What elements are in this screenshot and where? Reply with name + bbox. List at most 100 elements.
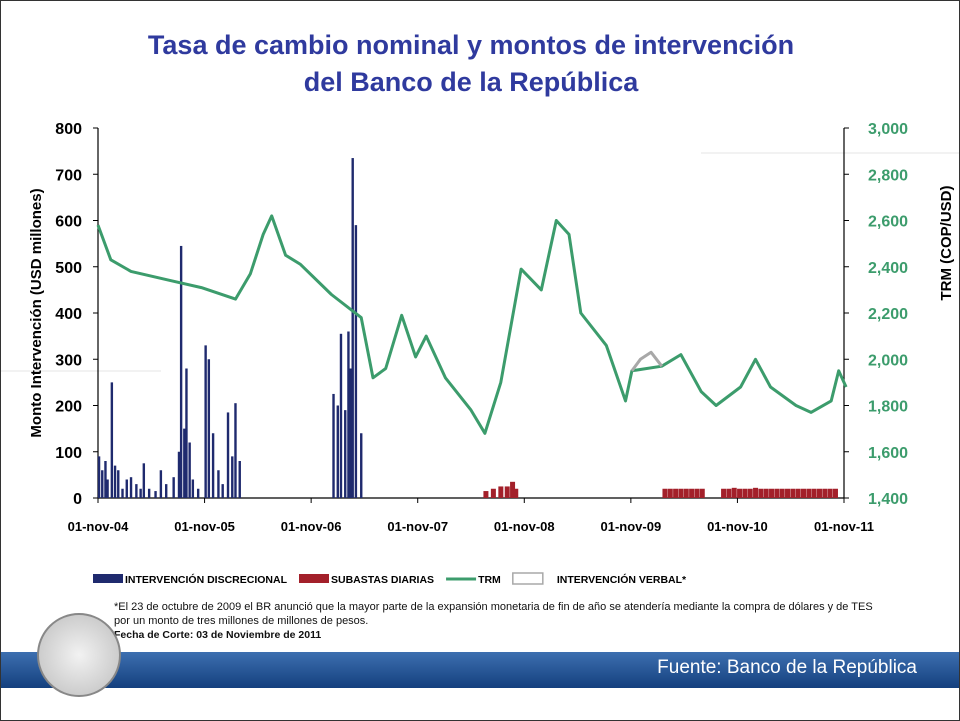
y2-tick-label: 2,400 — [868, 260, 908, 277]
bar — [147, 488, 151, 498]
source: Fuente: Banco de la República — [657, 657, 917, 678]
footnote: *El 23 de octubre de 2009 el BR anunció … — [114, 601, 873, 627]
logo — [37, 613, 121, 697]
bar — [97, 456, 101, 498]
bar — [336, 405, 339, 498]
bar — [142, 463, 146, 498]
legend-swatch — [93, 574, 123, 583]
chart: 0 100 200 300 400 500 600 700 800 1,400 1,600 1,800… — [1, 121, 959, 586]
bar — [822, 488, 828, 498]
bar — [106, 479, 109, 498]
y-tick-label: 700 — [55, 167, 82, 184]
bar — [104, 461, 107, 498]
legend-swatch — [299, 574, 329, 583]
y-tick-label: 200 — [55, 399, 82, 416]
bar — [159, 470, 163, 498]
bar — [689, 488, 695, 498]
x-tick-label: 01-nov-09 — [601, 519, 662, 534]
y-tick-label: 300 — [55, 352, 82, 369]
bar — [238, 461, 241, 498]
cutoff-date: Fecha de Corte: 03 de Noviembre de 2011 — [114, 629, 322, 641]
bar — [726, 488, 732, 498]
bar — [510, 481, 516, 498]
x-tick-label: 01-nov-04 — [68, 519, 129, 534]
bar — [349, 368, 352, 498]
bar — [790, 488, 796, 498]
bar — [779, 488, 785, 498]
y2-axis-label: TRM (COP/USD) — [938, 186, 955, 301]
y2-tick-label: 1,800 — [868, 399, 908, 416]
bar — [360, 433, 363, 498]
bar — [351, 158, 354, 498]
x-tick-label: 01-nov-11 — [814, 519, 874, 534]
line — [96, 214, 848, 435]
bar — [483, 491, 489, 498]
bar — [801, 488, 807, 498]
legend-label: INTERVENCIÓN DISCRECIONAL — [125, 573, 288, 586]
bar — [217, 470, 220, 498]
bar — [196, 488, 200, 498]
y-tick-label: 800 — [55, 121, 82, 138]
y2-tick-label: 2,000 — [868, 352, 908, 369]
footer-band — [1, 652, 959, 688]
y2-tick-label: 2,200 — [868, 306, 908, 323]
bar — [117, 470, 120, 498]
bar — [188, 442, 191, 498]
bar — [785, 488, 791, 498]
legend-label: TRM — [478, 574, 501, 586]
bar — [204, 345, 207, 498]
bar — [504, 486, 510, 498]
x-tick-label: 01-nov-06 — [281, 519, 342, 534]
bar — [101, 470, 104, 498]
x-tick-label: 01-nov-07 — [387, 519, 448, 534]
bar — [183, 428, 186, 498]
bar — [165, 484, 168, 498]
bar — [129, 477, 133, 498]
bar — [347, 331, 350, 498]
legend-label: SUBASTAS DIARIAS — [331, 574, 434, 586]
bar — [177, 451, 181, 498]
bar — [742, 488, 748, 498]
x-tick-label: 01-nov-08 — [494, 519, 555, 534]
bar — [763, 488, 769, 498]
bar — [683, 488, 689, 498]
bar — [113, 465, 117, 498]
bar — [139, 488, 142, 498]
bar — [121, 488, 124, 498]
bar — [678, 488, 684, 498]
bar — [513, 488, 519, 498]
x-tick-label: 01-nov-05 — [174, 519, 235, 534]
y2-tick-label: 2,600 — [868, 214, 908, 231]
y2-tick-label: 1,600 — [868, 445, 908, 462]
bar — [354, 225, 358, 498]
bar — [694, 488, 700, 498]
bar — [774, 488, 780, 498]
y-tick-label: 400 — [55, 306, 82, 323]
bar — [172, 477, 175, 498]
bar — [234, 403, 237, 498]
legend-label: INTERVENCIÓN VERBAL* — [557, 573, 687, 586]
y-tick-label: 600 — [55, 214, 82, 231]
bar — [498, 486, 504, 498]
bar — [179, 245, 183, 498]
bar — [662, 488, 668, 498]
y-axis-label: Monto Intervención (USD millones) — [28, 188, 45, 437]
bar — [221, 484, 224, 498]
bar — [226, 412, 230, 498]
bar — [231, 456, 234, 498]
y-tick-label: 0 — [73, 491, 82, 508]
bar — [673, 488, 679, 498]
legend-swatch — [512, 572, 544, 585]
bar — [731, 487, 737, 498]
bar — [737, 488, 743, 498]
bar — [811, 488, 817, 498]
y2-tick-label: 3,000 — [868, 121, 908, 138]
bar — [699, 488, 705, 498]
y2-tick-label: 2,800 — [868, 167, 908, 184]
bar — [769, 488, 775, 498]
line — [630, 350, 663, 372]
bar — [832, 488, 838, 498]
bar — [721, 488, 727, 498]
bar — [135, 484, 138, 498]
